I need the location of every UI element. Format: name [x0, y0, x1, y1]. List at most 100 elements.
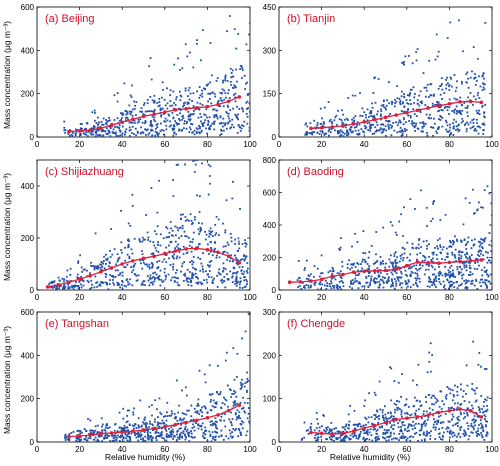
- scatter-point: [431, 266, 434, 269]
- scatter-point: [404, 273, 407, 276]
- scatter-point: [429, 370, 432, 373]
- scatter-point: [100, 130, 103, 133]
- scatter-point: [80, 123, 83, 125]
- scatter-point: [416, 253, 419, 256]
- scatter-point: [339, 439, 342, 442]
- scatter-point: [363, 131, 366, 134]
- scatter-point: [374, 101, 377, 104]
- scatter-point: [236, 271, 239, 273]
- scatter-point: [167, 273, 170, 276]
- scatter-point: [439, 244, 442, 247]
- scatter-point: [400, 409, 403, 412]
- scatter-point: [434, 428, 437, 431]
- scatter-point: [482, 430, 485, 433]
- scatter-point: [151, 129, 154, 132]
- scatter-point: [124, 131, 127, 134]
- scatter-point: [455, 105, 458, 108]
- scatter-point: [154, 399, 156, 402]
- scatter-point: [369, 271, 371, 274]
- scatter-point: [472, 122, 475, 124]
- scatter-point: [381, 416, 384, 419]
- scatter-point: [466, 422, 469, 425]
- scatter-point: [425, 434, 427, 437]
- scatter-point: [106, 424, 109, 427]
- scatter-point: [368, 121, 371, 124]
- scatter-point: [166, 415, 169, 418]
- scatter-point: [235, 68, 238, 71]
- scatter-point: [225, 399, 228, 402]
- scatter-point: [191, 277, 194, 280]
- scatter-point: [160, 422, 162, 425]
- scatter-point: [397, 381, 400, 384]
- scatter-point: [371, 115, 374, 118]
- scatter-point: [480, 269, 483, 272]
- scatter-point: [133, 264, 136, 267]
- scatter-point: [424, 256, 427, 259]
- scatter-point: [92, 129, 94, 132]
- scatter-point: [444, 275, 447, 278]
- mean-point: [373, 423, 377, 428]
- scatter-point: [307, 274, 310, 277]
- scatter-point: [479, 249, 481, 252]
- scatter-point: [320, 254, 323, 257]
- scatter-point: [336, 438, 339, 440]
- scatter-point: [382, 105, 385, 108]
- scatter-point: [94, 275, 97, 278]
- scatter-point: [155, 430, 157, 433]
- scatter-point: [459, 271, 462, 274]
- scatter-point: [182, 253, 185, 255]
- scatter-point: [343, 132, 346, 135]
- scatter-point: [119, 272, 122, 275]
- scatter-point: [200, 428, 203, 431]
- scatter-point: [467, 274, 470, 276]
- scatter-point: [414, 124, 417, 127]
- scatter-point: [367, 275, 370, 277]
- scatter-point: [389, 422, 391, 424]
- x-tick-label: 60: [160, 293, 169, 302]
- scatter-point: [482, 129, 485, 132]
- scatter-point: [157, 275, 160, 278]
- scatter-point: [354, 266, 357, 268]
- scatter-point: [352, 120, 355, 123]
- scatter-point: [236, 416, 238, 419]
- scatter-point: [213, 406, 216, 409]
- scatter-point: [397, 121, 400, 124]
- scatter-point: [146, 431, 149, 434]
- scatter-point: [381, 409, 384, 412]
- scatter-point: [449, 388, 452, 391]
- scatter-point: [388, 258, 391, 261]
- scatter-point: [426, 225, 428, 228]
- scatter-point: [119, 436, 122, 439]
- scatter-point: [83, 268, 86, 271]
- scatter-point: [216, 431, 218, 434]
- scatter-point: [469, 271, 472, 273]
- scatter-point: [160, 115, 163, 118]
- scatter-point: [468, 255, 471, 258]
- scatter-point: [450, 132, 452, 134]
- scatter-point: [120, 251, 123, 254]
- scatter-point: [454, 402, 456, 405]
- scatter-point: [220, 429, 223, 432]
- scatter-point: [478, 240, 480, 243]
- scatter-point: [359, 92, 361, 95]
- scatter-point: [485, 425, 488, 428]
- scatter-point: [476, 209, 479, 212]
- scatter-point: [385, 439, 388, 442]
- scatter-point: [446, 37, 449, 40]
- scatter-point: [420, 100, 423, 103]
- scatter-point: [398, 220, 401, 223]
- scatter-point: [138, 434, 141, 436]
- scatter-point: [206, 412, 209, 414]
- scatter-point: [365, 277, 368, 279]
- scatter-point: [351, 263, 354, 266]
- scatter-point: [421, 260, 424, 262]
- scatter-point: [424, 424, 427, 427]
- scatter-point: [85, 435, 88, 438]
- scatter-point: [375, 416, 378, 418]
- scatter-point: [338, 286, 341, 288]
- scatter-point: [480, 427, 483, 430]
- scatter-point: [392, 262, 395, 265]
- scatter-point: [192, 110, 195, 112]
- scatter-point: [198, 96, 201, 99]
- scatter-point: [231, 431, 234, 434]
